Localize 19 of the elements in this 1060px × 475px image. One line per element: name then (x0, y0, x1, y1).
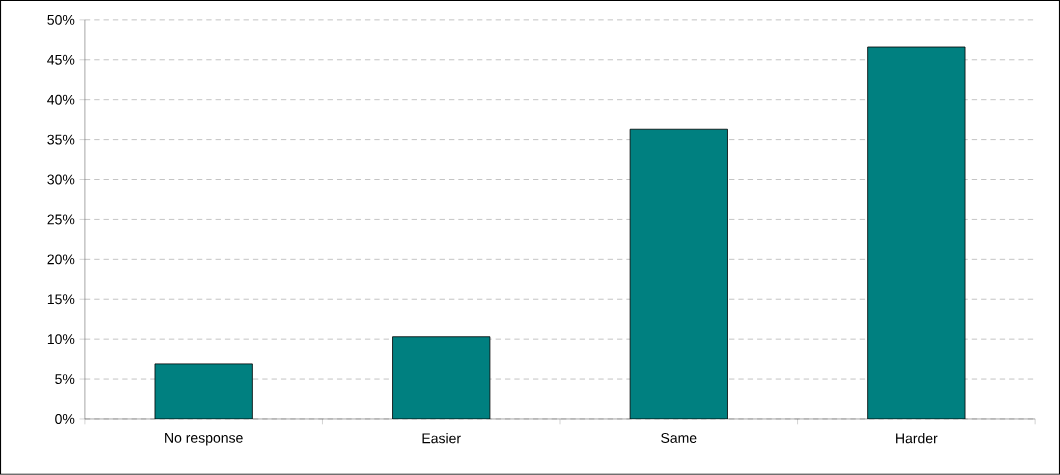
bar (629, 128, 728, 420)
y-tick-label: 45% (47, 54, 75, 65)
y-tick-label: 5% (55, 374, 75, 385)
bar (392, 336, 491, 420)
y-tick-label: 50% (47, 15, 75, 25)
y-tick-label: 10% (47, 334, 75, 345)
x-tick-label: Same (661, 433, 697, 444)
y-tick-label: 20% (47, 254, 75, 265)
y-tick-label: 35% (47, 134, 75, 145)
bar (867, 46, 966, 420)
y-tick-label: 40% (47, 94, 75, 105)
bar (154, 363, 253, 420)
x-tick-label: No response (165, 433, 243, 446)
x-tick-label: Harder (896, 433, 938, 444)
x-tick-label: Easier (422, 433, 461, 444)
y-tick-label: 25% (47, 214, 75, 225)
y-tick-label: 15% (47, 294, 75, 305)
y-tick-label: 30% (47, 174, 75, 185)
y-tick-label: 0% (55, 414, 75, 425)
